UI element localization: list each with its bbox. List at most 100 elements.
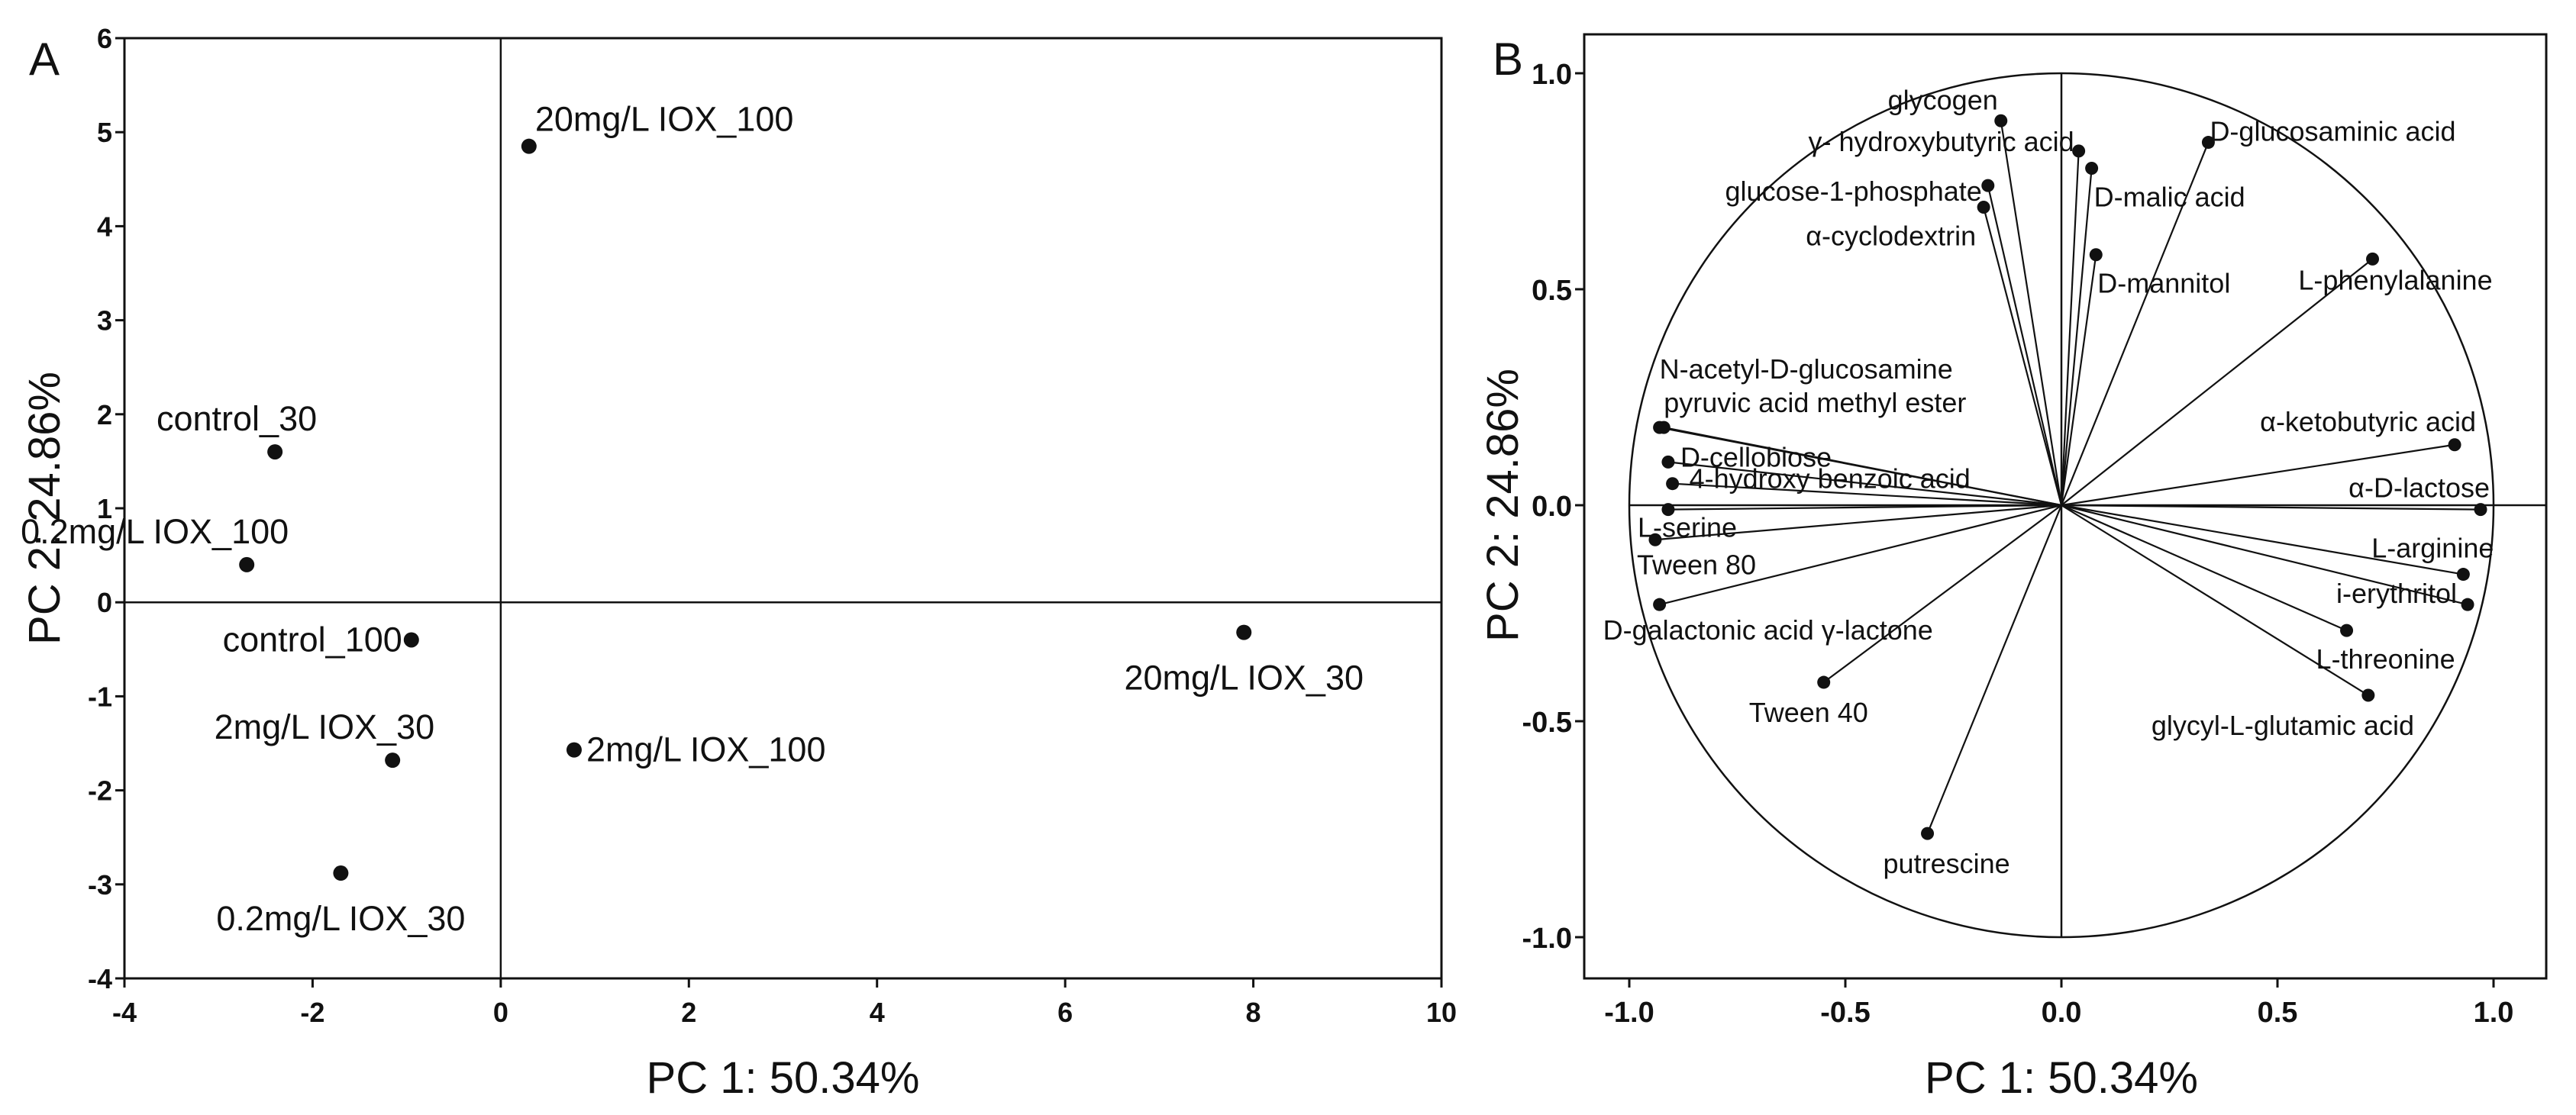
variable-label-n-acetyl-d-glucosamine: N-acetyl-D-glucosamine [1660,353,1953,385]
loading-vector-pyruvic-acid-methyl-ester [1664,427,2062,507]
variable-label-tween-40: Tween 40 [1749,697,1868,728]
loading-point-hydroxybutyric-acid [2072,144,2086,158]
data-point-control-100 [403,632,419,648]
x-axis-title: PC 1: 50.34% [1925,1053,2198,1103]
loading-point-d-galactonic-acid-lactone [1653,598,1667,611]
x-tick-label: -4 [112,997,137,1028]
y-tick-label: 0 [97,587,112,618]
loading-point-l-serine [1661,503,1675,517]
loading-point-glycyl-l-glutamic-acid [2361,688,2375,702]
point-label-control-30: control_30 [157,399,317,438]
y-tick-label: -0.5 [1522,707,1572,739]
loading-point-glucose-1-phosphate [1981,179,1995,192]
x-tick-label: 8 [1246,997,1261,1028]
loading-vector-tween-40 [1823,504,2062,683]
loading-vector-d-mannitol [2060,254,2097,506]
y-tick-label: -1 [88,681,112,712]
variable-label-ketobutyric-acid: α-ketobutyric acid [2260,406,2476,437]
variable-label-cyclodextrin: α-cyclodextrin [1806,220,1976,251]
variable-label-i-erythritol: i-erythritol [2336,578,2457,609]
x-tick-label: 0 [493,997,508,1028]
loading-vector-d-lactose [2061,504,2481,511]
x-tick-label: -0.5 [1820,997,1870,1029]
data-point-0-2mg-l-iox-30 [333,865,349,881]
point-label-2mg-l-iox-100: 2mg/L IOX_100 [586,730,826,769]
x-tick-label: -2 [300,997,324,1028]
loading-vector-glucose-1-phosphate [1987,185,2063,506]
panel-a-biplot: A -4 -2 0 2 4 6 8 10 -4 -3 -2 -1 0 1 2 3 4 5 6 PC 1: 50.34%… [20,23,1457,1103]
variable-label-l-serine: L-serine [1638,512,1737,543]
loading-vector-tween-80 [1654,504,2062,541]
y-tick-label: 0.0 [1532,491,1572,523]
variable-label-d-galactonic-acid-lactone: D-galactonic acid γ-lactone [1603,614,1933,646]
x-tick-label: -1.0 [1604,997,1654,1029]
y-tick-label: 1.0 [1532,59,1572,91]
data-point-20mg-l-iox-100 [521,138,537,154]
loading-vector-d-glucosaminic-acid [2060,142,2210,506]
loading-point-ketobutyric-acid [2448,438,2461,452]
variable-label-glycogen: glycogen [1888,84,1998,115]
panel-b-letter: B [1493,34,1523,85]
data-point-2mg-l-iox-30 [385,752,401,769]
variable-label-d-mannitol: D-mannitol [2097,268,2230,299]
loading-vector-ketobutyric-acid [2061,443,2455,507]
loading-vector-4-hydroxy-benzoic-acid [1672,482,2062,507]
variable-label-4-hydroxy-benzoic-acid: 4-hydroxy benzoic acid [1690,463,1971,495]
panel-a-letter: A [29,34,60,85]
loading-point-d-mannitol [2089,248,2103,262]
y-tick-label: -1.0 [1522,923,1572,955]
loading-point-pyruvic-acid-methyl-ester [1657,421,1671,434]
loading-vector-l-threonine [2061,504,2348,632]
loading-vector-l-serine [1667,504,2062,511]
data-point-0-2mg-l-iox-100 [239,556,255,572]
loading-point-cyclodextrin [1977,200,1990,214]
y-axis-title: PC 2: 24.86% [1478,369,1528,642]
loading-point-i-erythritol [2461,598,2474,611]
variable-label-glucose-1-phosphate: glucose-1-phosphate [1725,176,1982,207]
point-label-0-2mg-l-iox-100: 0.2mg/L IOX_100 [21,512,289,551]
y-tick-label: -4 [88,963,112,994]
plot-frame [123,37,1443,980]
variable-label-tween-80: Tween 80 [1637,549,1756,580]
loading-vector-cyclodextrin [1983,207,2063,506]
loading-point-d-cellobiose [1661,455,1675,469]
loading-vector-d-cellobiose [1667,461,2062,507]
loading-vector-i-erythritol [2061,504,2468,606]
loading-point-tween-80 [1648,533,1662,546]
y-tick-label: 3 [97,305,112,337]
loading-point-l-arginine [2456,568,2470,582]
x-tick-label: 0.0 [2042,997,2082,1029]
y-tick-label: 0.5 [1532,275,1572,307]
point-label-2mg-l-iox-30: 2mg/L IOX_30 [215,707,435,746]
y-tick-label: 1 [97,493,112,524]
loading-point-putrescine [1921,827,1935,840]
x-tick-label: 6 [1057,997,1073,1028]
variable-label-l-phenylalanine: L-phenylalanine [2298,264,2492,295]
x-tick-label: 10 [1426,997,1457,1028]
loading-point-d-glucosaminic-acid [2201,136,2215,150]
x-axis-title: PC 1: 50.34% [647,1053,920,1103]
variable-label-putrescine: putrescine [1884,848,2010,879]
loading-point-4-hydroxy-benzoic-acid [1666,477,1680,491]
point-label-20mg-l-iox-100: 20mg/L IOX_100 [535,100,794,139]
data-point-2mg-l-iox-100 [566,742,582,758]
loading-point-l-phenylalanine [2366,252,2380,266]
variable-label-d-malic-acid: D-malic acid [2094,182,2245,213]
loading-vector-l-phenylalanine [2061,258,2374,506]
loading-point-d-lactose [2474,503,2487,517]
variable-label-l-arginine: L-arginine [2371,533,2494,564]
variable-label-d-lactose: α-D-lactose [2348,472,2490,504]
variable-label-l-threonine: L-threonine [2316,643,2455,675]
variable-label-pyruvic-acid-methyl-ester: pyruvic acid methyl ester [1664,387,1966,418]
variable-label-d-glucosaminic-acid: D-glucosaminic acid [2210,116,2455,147]
loading-vector-hydroxybutyric-acid [2060,150,2080,506]
x-tick-label: 1.0 [2474,997,2514,1029]
y-axis-title: PC 2: 24.86% [20,372,69,645]
y-tick-label: 6 [97,23,112,54]
x-tick-label: 0.5 [2258,997,2298,1029]
point-label-control-100: control_100 [223,620,402,659]
x-tick-label: 4 [870,997,885,1028]
loading-vector-glycyl-l-glutamic-acid [2061,504,2369,696]
data-point-20mg-l-iox-30 [1236,624,1252,640]
